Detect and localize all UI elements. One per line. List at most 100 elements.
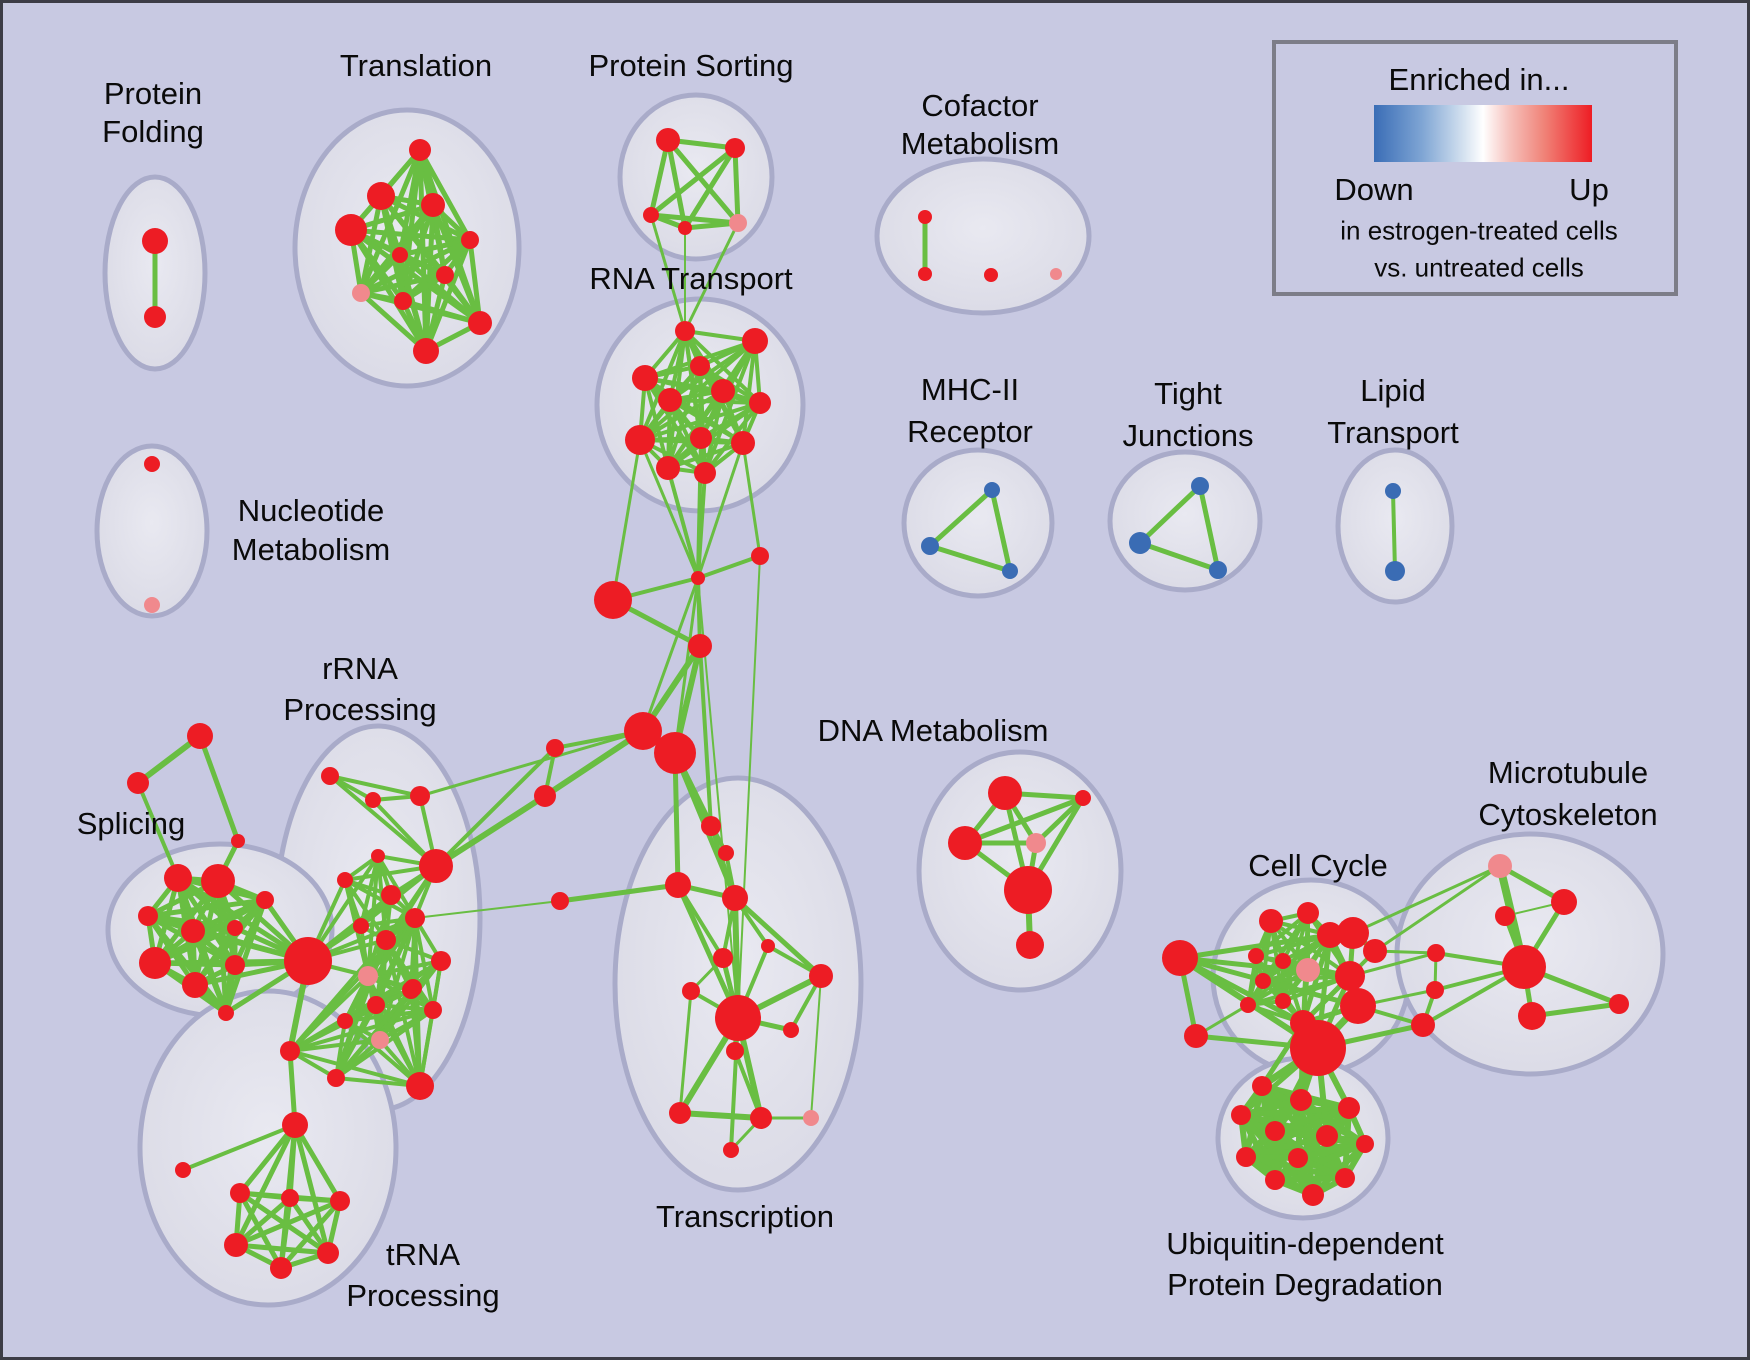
edge [417, 147, 473, 243]
gene-set-node-red-up [1290, 1089, 1312, 1111]
gene-set-node-red-up [948, 826, 982, 860]
gene-set-node-red-up [1340, 988, 1376, 1024]
edge [348, 227, 429, 354]
gene-set-node-red-up [742, 328, 768, 354]
edge [665, 137, 688, 231]
cluster-trna-processing-label: Processing [346, 1278, 499, 1313]
gene-set-node-red-up [1259, 909, 1283, 933]
gene-set-node-pink-slightly-up [1488, 854, 1512, 878]
gene-set-node-red-up [546, 739, 564, 757]
edge [1177, 932, 1333, 961]
edge [648, 145, 738, 218]
cluster-mhc-ii-receptor-label: MHC-II [921, 372, 1019, 407]
cluster-lipid-transport-label: Lipid [1360, 373, 1426, 408]
edge [288, 938, 388, 1053]
gene-set-node-red-up [658, 388, 682, 412]
edge [374, 1003, 422, 1088]
edge [1391, 489, 1397, 573]
gene-set-node-red-up [424, 1001, 442, 1019]
edge [1137, 483, 1203, 546]
gene-set-node-red-up [225, 955, 245, 975]
edge [741, 339, 757, 445]
gene-set-node-red-up [632, 365, 658, 391]
gene-set-node-red-up [984, 268, 998, 282]
edge [638, 389, 725, 442]
cluster-transcription-label: Transcription [656, 1199, 834, 1234]
gene-set-node-red-up [410, 786, 430, 806]
gene-set-node-red-up [1240, 997, 1256, 1013]
gene-set-node-red-up [654, 732, 696, 774]
cluster-lipid-transport-label: Transport [1327, 415, 1459, 450]
legend-subtitle-line2: vs. untreated cells [1374, 252, 1584, 283]
gene-set-node-red-up [317, 1242, 339, 1264]
gene-set-node-red-up [1275, 953, 1291, 969]
gene-set-node-red-up [594, 581, 632, 619]
gene-set-node-red-up [1356, 1135, 1374, 1153]
edge [409, 988, 422, 1088]
cluster-ubiquitin-dependent-protein-degradation-label: Ubiquitin-dependent [1166, 1226, 1444, 1261]
gene-set-node-red-up [1551, 889, 1577, 915]
edge [306, 864, 438, 963]
gene-set-node-red-up [918, 267, 932, 281]
gene-set-node-red-up [164, 864, 192, 892]
edge [638, 438, 700, 580]
gene-set-node-red-up [1338, 1097, 1360, 1119]
gene-set-node-red-up [270, 1257, 292, 1279]
edge [1254, 911, 1310, 958]
gene-set-node-red-up [725, 138, 745, 158]
edge [434, 746, 557, 868]
cluster-protein-sorting-label: Protein Sorting [588, 48, 793, 83]
edge [223, 897, 268, 1016]
edge [1351, 864, 1502, 935]
edge [328, 774, 438, 868]
gene-set-node-red-up [1275, 993, 1291, 1009]
gene-set-node-pink-slightly-up [1050, 268, 1062, 280]
gene-set-node-red-up [534, 785, 556, 807]
gene-set-node-red-up [1265, 1121, 1285, 1141]
edge [927, 543, 1013, 574]
edge [288, 1049, 422, 1088]
gene-set-node-blue-down [1002, 563, 1018, 579]
gene-set-node-red-up [551, 892, 569, 910]
edge [278, 1195, 293, 1271]
gene-set-node-red-up [468, 311, 492, 335]
gene-set-node-red-up [1252, 1076, 1272, 1096]
edge [677, 1110, 764, 1121]
edge [557, 882, 681, 904]
gene-set-node-red-up [256, 891, 274, 909]
edge [1529, 1001, 1622, 1019]
gene-set-node-red-up [783, 1022, 799, 1038]
edge [328, 774, 422, 798]
edge [682, 145, 738, 231]
gene-set-node-red-up [1265, 1170, 1285, 1190]
gene-set-node-red-up [281, 1189, 299, 1207]
cluster-microtubule-cytoskeleton-label: Cytoskeleton [1478, 797, 1657, 832]
gene-set-node-red-up [1248, 948, 1264, 964]
edge [1177, 955, 1306, 1026]
cluster-protein-folding-label: Folding [102, 114, 204, 149]
gene-set-node-red-up [918, 210, 932, 224]
edge [1177, 955, 1353, 979]
edge [288, 974, 370, 1053]
gene-set-node-red-up [718, 845, 734, 861]
edge [334, 1019, 347, 1080]
cluster-trna-processing-label: tRNA [386, 1237, 460, 1272]
gene-set-node-red-up [624, 712, 662, 750]
edge [696, 441, 745, 580]
gene-set-node-red-up [413, 338, 439, 364]
gene-set-node-red-up [376, 930, 396, 950]
edge [278, 1198, 343, 1271]
gene-set-node-red-up [1495, 906, 1515, 926]
gene-set-node-pink-slightly-up [729, 214, 747, 232]
legend: Enriched in... Down Up in estrogen-treat… [1272, 40, 1678, 296]
cluster-cofactor-metabolism-label: Cofactor [921, 88, 1038, 123]
edge [287, 1195, 331, 1256]
cluster-ubiquitin-dependent-protein-degradation-label: Protein Degradation [1167, 1267, 1443, 1302]
gene-set-node-red-up [280, 1041, 300, 1061]
gene-set-node-red-up [227, 920, 243, 936]
gene-set-node-blue-down [1209, 561, 1227, 579]
edge [1272, 1141, 1368, 1183]
gene-set-node-blue-down [984, 482, 1000, 498]
cluster-mhc-ii-receptor-label: Receptor [907, 414, 1033, 449]
edge [237, 1122, 298, 1196]
